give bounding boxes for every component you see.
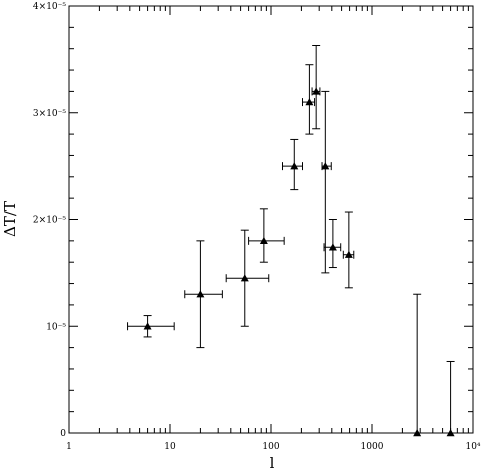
data-point-marker [240, 274, 249, 282]
data-point-marker [312, 87, 321, 95]
x-tick-label: 1 [66, 442, 72, 452]
data-point-marker [321, 162, 330, 170]
y-tick-label: 3×10⁻⁵ [33, 109, 66, 119]
y-tick-label: 10⁻⁵ [46, 322, 66, 332]
plot-area: 1 10 100 1000 10⁴ 0 10⁻⁵ 2×10⁻⁵ 3×10⁻⁵ 4×10⁻⁵ [33, 2, 481, 452]
data-point-marker [413, 429, 422, 437]
data-point-marker [290, 162, 299, 170]
data-point-marker [305, 98, 314, 106]
data-point-marker [259, 236, 268, 245]
y-tick-label: 4×10⁻⁵ [33, 2, 66, 12]
y-axis-title: ΔT/T [1, 201, 19, 237]
data-point-marker [446, 429, 455, 437]
data-point-marker [196, 290, 205, 298]
y-tick-label: 2×10⁻⁵ [33, 216, 66, 226]
y-tick-label: 0 [60, 429, 66, 439]
x-axis-title: l [270, 454, 275, 472]
x-tick-label: 10⁴ [465, 442, 480, 452]
data-point-marker [344, 250, 353, 258]
x-tick-label: 100 [262, 442, 279, 452]
plot-frame [68, 5, 474, 434]
x-tick-label: 10 [164, 442, 176, 452]
data-point-marker [143, 322, 152, 330]
x-tick-label: 1000 [361, 442, 384, 452]
data-point-marker [328, 243, 337, 251]
